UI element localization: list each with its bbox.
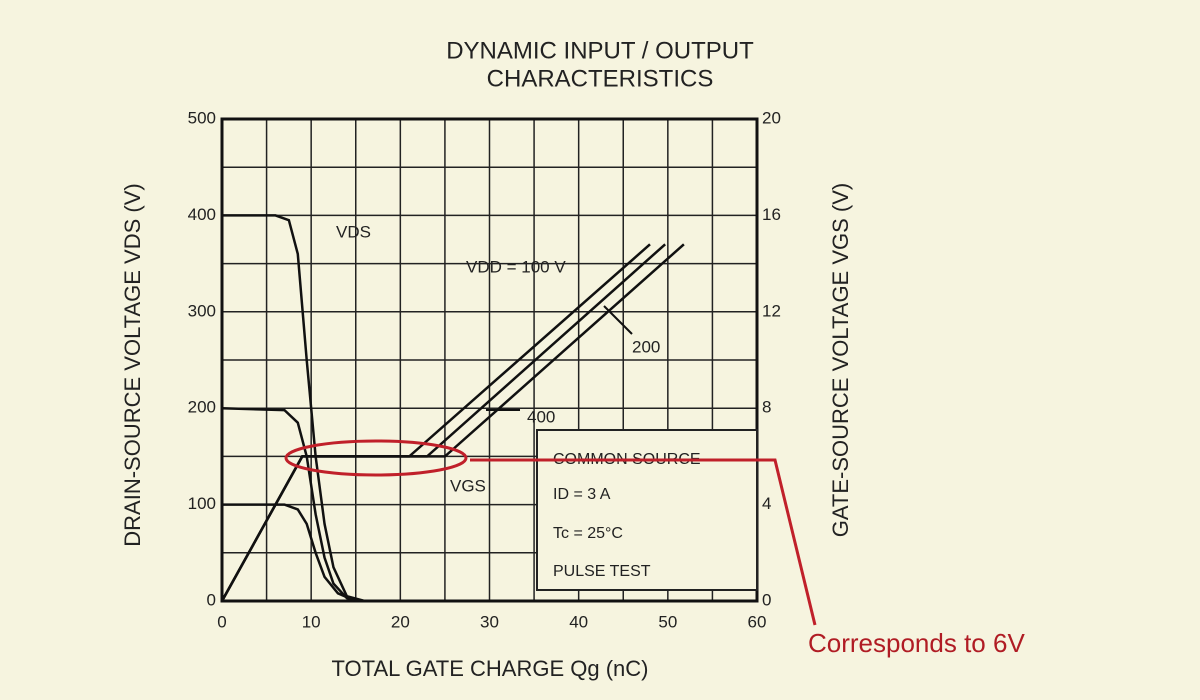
y-tick-label: 100: [188, 494, 216, 513]
x-tick-label: 10: [302, 612, 321, 631]
y2-tick-label: 16: [762, 205, 781, 224]
y2-axis-label: GATE-SOURCE VOLTAGE VGS (V): [828, 183, 853, 538]
x-tick-label: 0: [217, 612, 226, 631]
y-tick-label: 300: [188, 301, 216, 320]
series-line: [222, 503, 757, 603]
annotation: VDS: [336, 222, 371, 241]
y-tick-label: 500: [188, 108, 216, 127]
annotation: VDD = 100 V: [466, 257, 566, 276]
y2-tick-label: 4: [762, 494, 771, 513]
note-text: PULSE TEST: [553, 563, 651, 580]
note-text: Tc = 25°C: [553, 525, 623, 542]
x-tick-label: 20: [391, 612, 410, 631]
series-line: [220, 243, 685, 602]
annotation: 400: [527, 407, 555, 426]
y-axis-label: DRAIN-SOURCE VOLTAGE VDS (V): [120, 183, 145, 546]
series-line: [221, 406, 757, 603]
note-box: [536, 429, 758, 591]
x-tick-label: 30: [480, 612, 499, 631]
callout-text: Corresponds to 6V: [808, 628, 1025, 658]
annotation-pointer: [603, 305, 633, 335]
annotation: 200: [632, 337, 660, 356]
y2-tick-label: 0: [762, 590, 771, 609]
chart-title: CHARACTERISTICS: [487, 65, 714, 92]
y-tick-label: 200: [188, 398, 216, 417]
x-tick-label: 40: [569, 612, 588, 631]
chart-title: DYNAMIC INPUT / OUTPUT: [446, 37, 754, 64]
y2-tick-label: 20: [762, 108, 781, 127]
callout-line: [470, 458, 817, 626]
annotation: VGS: [450, 476, 486, 495]
x-axis-label: TOTAL GATE CHARGE Qg (nC): [331, 656, 648, 681]
y-tick-label: 400: [188, 205, 216, 224]
y2-tick-label: 8: [762, 398, 771, 417]
y2-tick-label: 12: [762, 301, 781, 320]
note-text: ID = 3 A: [553, 486, 611, 503]
y-tick-label: 0: [207, 590, 216, 609]
x-tick-label: 60: [748, 612, 767, 631]
highlight-ellipse: [284, 439, 468, 477]
x-tick-label: 50: [658, 612, 677, 631]
